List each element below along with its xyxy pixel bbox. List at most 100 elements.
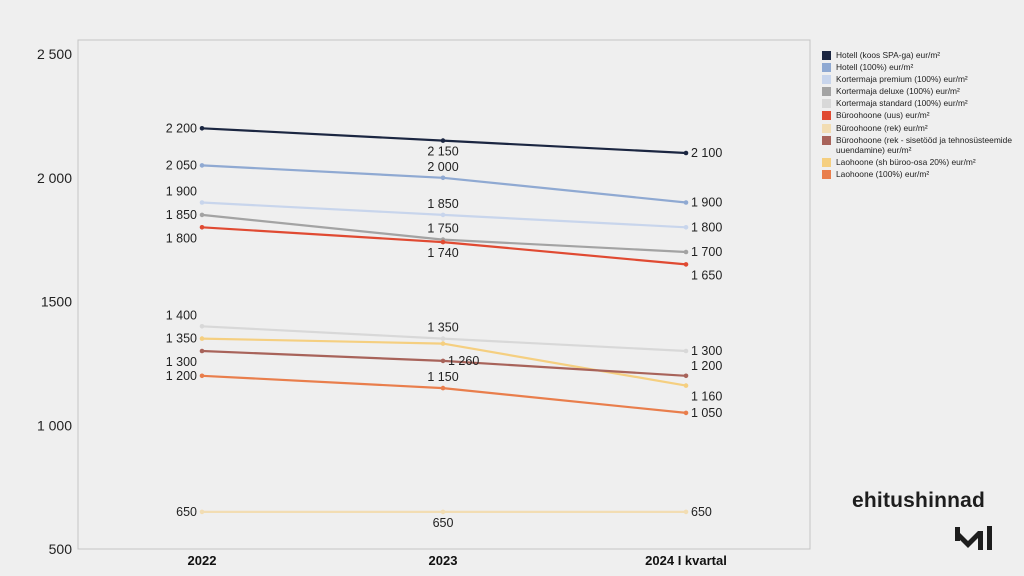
legend-label: Kortermaja standard (100%) eur/m² <box>836 98 968 109</box>
legend-label: Laohoone (sh büroo-osa 20%) eur/m² <box>836 157 976 168</box>
data-label: 1 740 <box>427 246 458 260</box>
legend-swatch <box>822 75 831 85</box>
legend-item: Hotell (koos SPA-ga) eur/m² <box>820 50 1020 61</box>
data-label: 1 200 <box>691 359 722 373</box>
legend-swatch <box>822 63 831 73</box>
legend-swatch <box>822 51 831 60</box>
data-labels: 2 200 2 150 2 100 2 050 2 000 1 900 1 900 1 850… <box>166 121 723 530</box>
data-point <box>683 410 689 416</box>
y-tick-label: 500 <box>49 541 73 557</box>
legend-swatch <box>822 123 831 133</box>
data-point <box>683 348 689 354</box>
legend-item: Büroohoone (rek) eur/m² <box>820 123 1020 134</box>
data-label: 1 900 <box>166 185 197 199</box>
brand-logo-text: ehitushinnad <box>852 489 986 512</box>
legend-item: Büroohoone (uus) eur/m² <box>820 110 1020 121</box>
legend-item: Büroohoone (rek - sisetööd ja tehnosüste… <box>820 135 1020 156</box>
data-point <box>440 175 446 181</box>
data-label: 1 800 <box>691 220 722 234</box>
data-label: 2 100 <box>691 146 722 160</box>
y-tick-label: 2 500 <box>37 46 72 62</box>
data-point <box>683 373 689 379</box>
data-label: 650 <box>691 505 712 519</box>
legend-item: Kortermaja premium (100%) eur/m² <box>820 74 1020 85</box>
legend-label: Hotell (koos SPA-ga) eur/m² <box>836 50 941 60</box>
series-points <box>199 126 689 515</box>
y-tick-label: 1500 <box>41 294 72 310</box>
data-label: 1 750 <box>427 222 458 236</box>
data-label: 1 160 <box>691 390 722 404</box>
data-label: 1 150 <box>427 370 458 384</box>
data-label: 1 900 <box>691 196 722 210</box>
plot-frame <box>77 39 811 550</box>
data-label: 1 050 <box>691 406 722 420</box>
legend-label: Büroohoone (rek - sisetööd ja tehnosüste… <box>836 134 1012 156</box>
data-point <box>440 341 446 346</box>
data-label: 1 850 <box>427 197 458 211</box>
legend-item: Kortermaja deluxe (100%) eur/m² <box>820 86 1020 97</box>
legend-label: Büroohoone (rek) eur/m² <box>836 122 928 133</box>
data-point <box>683 225 689 230</box>
legend: Hotell (koos SPA-ga) eur/m² Hotell (100%)… <box>820 50 1020 181</box>
legend-swatch <box>822 87 831 97</box>
data-point <box>199 348 205 354</box>
data-label: 1 800 <box>166 231 197 245</box>
legend-swatch <box>822 170 831 180</box>
legend-swatch <box>822 135 831 145</box>
data-label: 1 300 <box>166 355 197 369</box>
legend-swatch <box>822 158 831 168</box>
data-label: 2 200 <box>166 121 197 135</box>
data-point <box>683 200 689 205</box>
legend-label: Kortermaja premium (100%) eur/m² <box>836 74 968 85</box>
data-point <box>199 212 205 218</box>
data-label: 1 700 <box>691 245 722 259</box>
legend-item: Laohoone (100%) eur/m² <box>820 169 1020 180</box>
legend-label: Hotell (100%) eur/m² <box>836 62 914 73</box>
data-point <box>440 509 446 515</box>
y-tick-label: 1 000 <box>37 417 72 433</box>
data-point <box>440 358 446 364</box>
legend-swatch <box>822 111 831 121</box>
data-label: 1 300 <box>691 344 722 358</box>
data-point <box>199 336 205 341</box>
data-point <box>199 200 205 205</box>
y-axis: 500 1 000 1500 2 000 2 500 <box>37 46 72 557</box>
data-point <box>199 225 205 230</box>
data-label: 2 000 <box>427 160 458 174</box>
data-point <box>199 324 205 329</box>
legend-label: Kortermaja deluxe (100%) eur/m² <box>836 86 960 97</box>
data-label: 650 <box>176 505 197 519</box>
legend-item: Hotell (100%) eur/m² <box>820 62 1020 73</box>
data-point <box>440 239 446 245</box>
data-label: 1 850 <box>166 208 197 222</box>
data-point <box>683 262 689 267</box>
data-label: 1 260 <box>448 354 479 368</box>
legend-item: Kortermaja standard (100%) eur/m² <box>820 98 1020 109</box>
data-point <box>440 336 446 341</box>
data-label: 1 200 <box>166 369 197 383</box>
x-tick-label: 2022 <box>188 553 217 568</box>
data-point <box>440 212 446 218</box>
x-axis: 2022 2023 2024 I kvartal <box>188 553 727 568</box>
y-tick-label: 2 000 <box>37 170 72 186</box>
data-point <box>683 150 689 156</box>
data-point <box>440 138 446 143</box>
brand-logo-icon <box>955 526 992 550</box>
x-tick-label: 2023 <box>429 553 458 568</box>
legend-swatch <box>822 99 831 109</box>
x-tick-label: 2024 I kvartal <box>645 553 727 568</box>
data-label: 1 400 <box>166 308 197 322</box>
data-point <box>683 249 689 255</box>
data-point <box>199 509 205 515</box>
data-label: 2 050 <box>166 158 197 172</box>
data-point <box>683 509 689 515</box>
data-label: 1 650 <box>691 268 722 282</box>
data-label: 1 350 <box>427 321 458 335</box>
legend-label: Büroohoone (uus) eur/m² <box>836 110 930 121</box>
legend-item: Laohoone (sh büroo-osa 20%) eur/m² <box>820 157 1020 168</box>
data-label: 650 <box>433 516 454 530</box>
data-point <box>199 126 205 131</box>
data-point <box>683 383 689 388</box>
data-point <box>199 373 205 379</box>
